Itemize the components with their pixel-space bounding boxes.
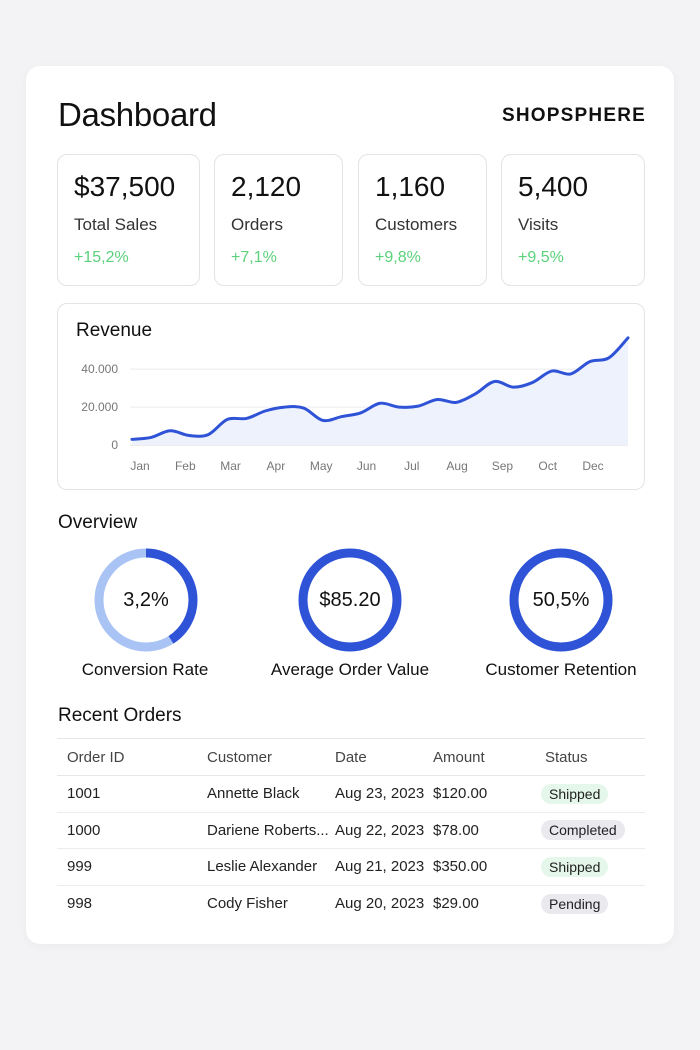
column-header[interactable]: Date — [331, 738, 429, 776]
x-tick-label: Apr — [267, 459, 286, 473]
x-tick-label: Mar — [220, 459, 241, 473]
revenue-area-fill — [132, 337, 628, 445]
donut-value: $85.20 — [319, 589, 381, 611]
donut-label: Conversion Rate — [81, 660, 209, 679]
donut-value: 3,2% — [123, 589, 169, 611]
customer-name: Dariene Roberts... — [197, 812, 331, 849]
stat-value: $37,500 — [74, 171, 176, 202]
revenue-title: Revenue — [76, 320, 153, 341]
donut-conversion-rate: 3,2% — [92, 546, 200, 654]
table-row[interactable]: 1000 Dariene Roberts... Aug 22, 2023 $78… — [57, 812, 645, 849]
table-row[interactable]: 999 Leslie Alexander Aug 21, 2023 $350.0… — [57, 848, 645, 886]
revenue-line — [130, 336, 630, 441]
stat-card-customers[interactable]: 1,160 Customers +9,8% — [358, 154, 487, 286]
stat-change: +9,8% — [375, 249, 421, 266]
column-header[interactable]: Amount — [429, 738, 541, 776]
order-id: 1000 — [57, 812, 197, 849]
customer-name: Cody Fisher — [207, 895, 288, 912]
stat-value: 1,160 — [375, 171, 446, 202]
x-tick-label: Dec — [582, 459, 603, 473]
x-tick-label: Jul — [404, 459, 419, 473]
revenue-chart-card: 0 20.000 40.000 Jan Feb Mar Apr May Jun Jul Aug Sep… — [57, 303, 645, 490]
stat-label: Orders — [231, 215, 283, 234]
column-header[interactable]: Status — [541, 738, 645, 776]
status-cell: Shipped — [541, 848, 645, 886]
donut-label: Customer Retention — [485, 660, 637, 679]
order-id: 998 — [67, 895, 93, 912]
x-tick-label: Oct — [538, 459, 557, 473]
stat-change: +9,5% — [518, 249, 564, 266]
order-id: 999 — [57, 848, 197, 886]
table-row[interactable]: 1001 Annette Black Aug 23, 2023 $120.00 … — [57, 775, 645, 813]
status-badge: Completed — [541, 820, 625, 841]
page-title: Dashboard — [58, 96, 217, 133]
status-cell: Completed — [541, 812, 645, 849]
stat-card-visits[interactable]: 5,400 Visits +9,5% — [501, 154, 645, 286]
x-tick-label: Jun — [357, 459, 376, 473]
x-tick-label: Aug — [446, 459, 467, 473]
status-cell: Shipped — [541, 775, 645, 813]
order-amount: $29.00 — [433, 895, 479, 912]
order-date: Aug 23, 2023 — [331, 775, 429, 813]
donut-ring — [94, 548, 198, 652]
overview-title: Overview — [58, 512, 138, 533]
stat-label: Customers — [375, 215, 458, 234]
donut-average-order-value: $85.20 — [296, 546, 404, 654]
order-id: 1001 — [57, 775, 197, 813]
column-header[interactable]: Customer — [197, 738, 331, 776]
order-amount: $78.00 — [429, 812, 541, 849]
dashboard-card: Dashboard SHOPSPHERE $37,500 Total Sales… — [26, 66, 674, 944]
table-row[interactable]: 998 Cody Fisher Aug 20, 2023 $29.00 Pend… — [57, 885, 645, 922]
stat-card-total-sales[interactable]: $37,500 Total Sales +15,2% — [57, 154, 200, 286]
stat-value: 2,120 — [231, 171, 302, 202]
x-tick-label: Feb — [175, 459, 196, 473]
customer-name: Leslie Alexander — [197, 848, 331, 886]
brand-logo[interactable]: SHOPSPHERE — [502, 105, 646, 126]
donut-arc — [509, 548, 613, 652]
table-header-row: Order ID Customer Date Amount Status — [57, 738, 645, 776]
status-badge: Pending — [541, 893, 609, 914]
donut-ring — [298, 548, 402, 652]
donut-ring — [509, 548, 613, 652]
order-date: Aug 20, 2023 — [335, 895, 425, 912]
stat-change: +15,2% — [74, 249, 129, 266]
stat-card-orders[interactable]: 2,120 Orders +7,1% — [214, 154, 343, 286]
stat-change: +7,1% — [231, 249, 277, 266]
donut-arc — [298, 548, 402, 652]
y-tick-label: 0 — [111, 438, 118, 452]
stat-label: Total Sales — [74, 215, 158, 234]
customer-name: Annette Black — [197, 775, 331, 813]
recent-orders-title: Recent Orders — [58, 705, 182, 726]
order-date: Aug 22, 2023 — [331, 812, 429, 849]
donut-arc — [94, 548, 198, 652]
status-badge: Shipped — [541, 783, 609, 804]
donut-customer-retention: 50,5% — [507, 546, 615, 654]
column-header[interactable]: Order ID — [57, 738, 197, 776]
donut-label: Average Order Value — [270, 660, 430, 679]
status-badge: Shipped — [541, 856, 609, 877]
stat-value: 5,400 — [518, 171, 589, 202]
status-cell: Pending — [541, 885, 645, 922]
donut-value: 50,5% — [532, 589, 590, 611]
orders-table: Order ID Customer Date Amount Status 100… — [57, 738, 645, 922]
revenue-chart: 0 20.000 40.000 Jan Feb Mar Apr May Jun Jul Aug Sep… — [81, 336, 630, 473]
x-tick-label: May — [310, 459, 333, 473]
y-tick-label: 40.000 — [81, 362, 118, 376]
x-tick-label: Sep — [492, 459, 514, 473]
x-tick-label: Jan — [130, 459, 149, 473]
y-tick-label: 20.000 — [81, 400, 118, 414]
order-amount: $120.00 — [429, 775, 541, 813]
stat-label: Visits — [518, 215, 559, 234]
order-date: Aug 21, 2023 — [331, 848, 429, 886]
order-amount: $350.00 — [429, 848, 541, 886]
